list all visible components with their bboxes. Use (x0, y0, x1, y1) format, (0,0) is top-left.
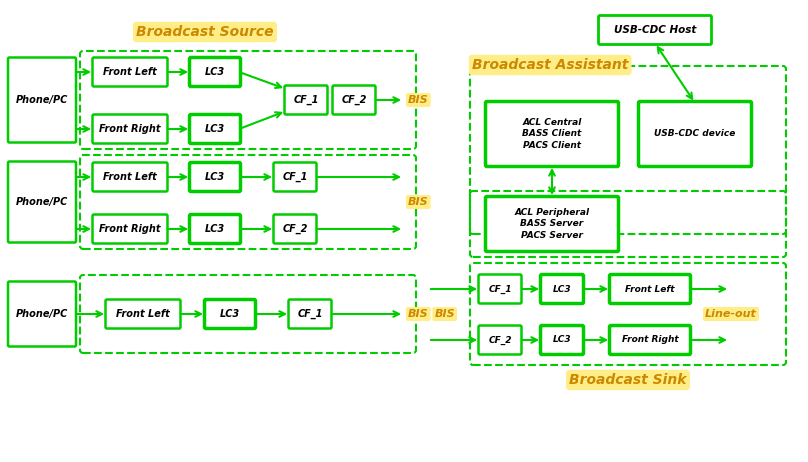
FancyBboxPatch shape (8, 162, 76, 243)
Text: ACL Peripheral
BASS Server
PACS Server: ACL Peripheral BASS Server PACS Server (515, 208, 590, 240)
FancyBboxPatch shape (333, 85, 376, 115)
Text: LC3: LC3 (205, 224, 225, 234)
FancyBboxPatch shape (486, 102, 618, 166)
FancyBboxPatch shape (486, 196, 618, 251)
Text: Phone/PC: Phone/PC (16, 95, 68, 105)
Text: CF_2: CF_2 (341, 95, 367, 105)
FancyBboxPatch shape (92, 115, 167, 144)
FancyBboxPatch shape (273, 214, 317, 243)
FancyBboxPatch shape (288, 299, 331, 328)
Text: LC3: LC3 (553, 335, 571, 345)
FancyBboxPatch shape (284, 85, 327, 115)
Text: USB-CDC Host: USB-CDC Host (614, 25, 696, 35)
FancyBboxPatch shape (92, 57, 167, 86)
Text: Front Left: Front Left (625, 285, 675, 293)
FancyBboxPatch shape (609, 274, 691, 304)
Text: USB-CDC device: USB-CDC device (654, 129, 736, 139)
Text: Front Left: Front Left (116, 309, 170, 319)
FancyBboxPatch shape (638, 102, 751, 166)
FancyBboxPatch shape (8, 57, 76, 142)
Text: CF_1: CF_1 (297, 309, 322, 319)
Text: CF_1: CF_1 (282, 172, 308, 182)
FancyBboxPatch shape (609, 326, 691, 354)
Text: BIS: BIS (408, 95, 428, 105)
Text: LC3: LC3 (553, 285, 571, 293)
Text: Front Right: Front Right (621, 335, 678, 345)
Text: Phone/PC: Phone/PC (16, 309, 68, 319)
Text: CF_1: CF_1 (293, 95, 318, 105)
FancyBboxPatch shape (190, 57, 241, 86)
FancyBboxPatch shape (190, 163, 241, 192)
Text: Line-out: Line-out (705, 309, 757, 319)
FancyBboxPatch shape (204, 299, 255, 328)
FancyBboxPatch shape (8, 281, 76, 346)
Text: LC3: LC3 (220, 309, 240, 319)
Text: Front Left: Front Left (103, 172, 157, 182)
Text: BIS: BIS (408, 309, 428, 319)
Text: BIS: BIS (408, 197, 428, 207)
FancyBboxPatch shape (541, 274, 583, 304)
Text: Front Right: Front Right (99, 224, 161, 234)
Text: CF_1: CF_1 (488, 285, 511, 293)
FancyBboxPatch shape (599, 16, 712, 44)
FancyBboxPatch shape (541, 326, 583, 354)
Text: BIS: BIS (435, 309, 455, 319)
Text: LC3: LC3 (205, 124, 225, 134)
FancyBboxPatch shape (106, 299, 180, 328)
Text: Front Left: Front Left (103, 67, 157, 77)
Text: Front Right: Front Right (99, 124, 161, 134)
Text: LC3: LC3 (205, 172, 225, 182)
Text: CF_2: CF_2 (282, 224, 308, 234)
FancyBboxPatch shape (190, 115, 241, 144)
FancyBboxPatch shape (92, 163, 167, 192)
Text: Broadcast Source: Broadcast Source (137, 25, 274, 39)
Text: CF_2: CF_2 (488, 335, 511, 345)
Text: ACL Central
BASS Client
PACS Client: ACL Central BASS Client PACS Client (522, 118, 582, 150)
FancyBboxPatch shape (273, 163, 317, 192)
Text: LC3: LC3 (205, 67, 225, 77)
Text: Broadcast Assistant: Broadcast Assistant (472, 58, 629, 72)
FancyBboxPatch shape (190, 214, 241, 243)
FancyBboxPatch shape (478, 326, 521, 354)
FancyBboxPatch shape (92, 214, 167, 243)
Text: Phone/PC: Phone/PC (16, 197, 68, 207)
FancyBboxPatch shape (478, 274, 521, 304)
Text: Broadcast Sink: Broadcast Sink (570, 373, 687, 387)
